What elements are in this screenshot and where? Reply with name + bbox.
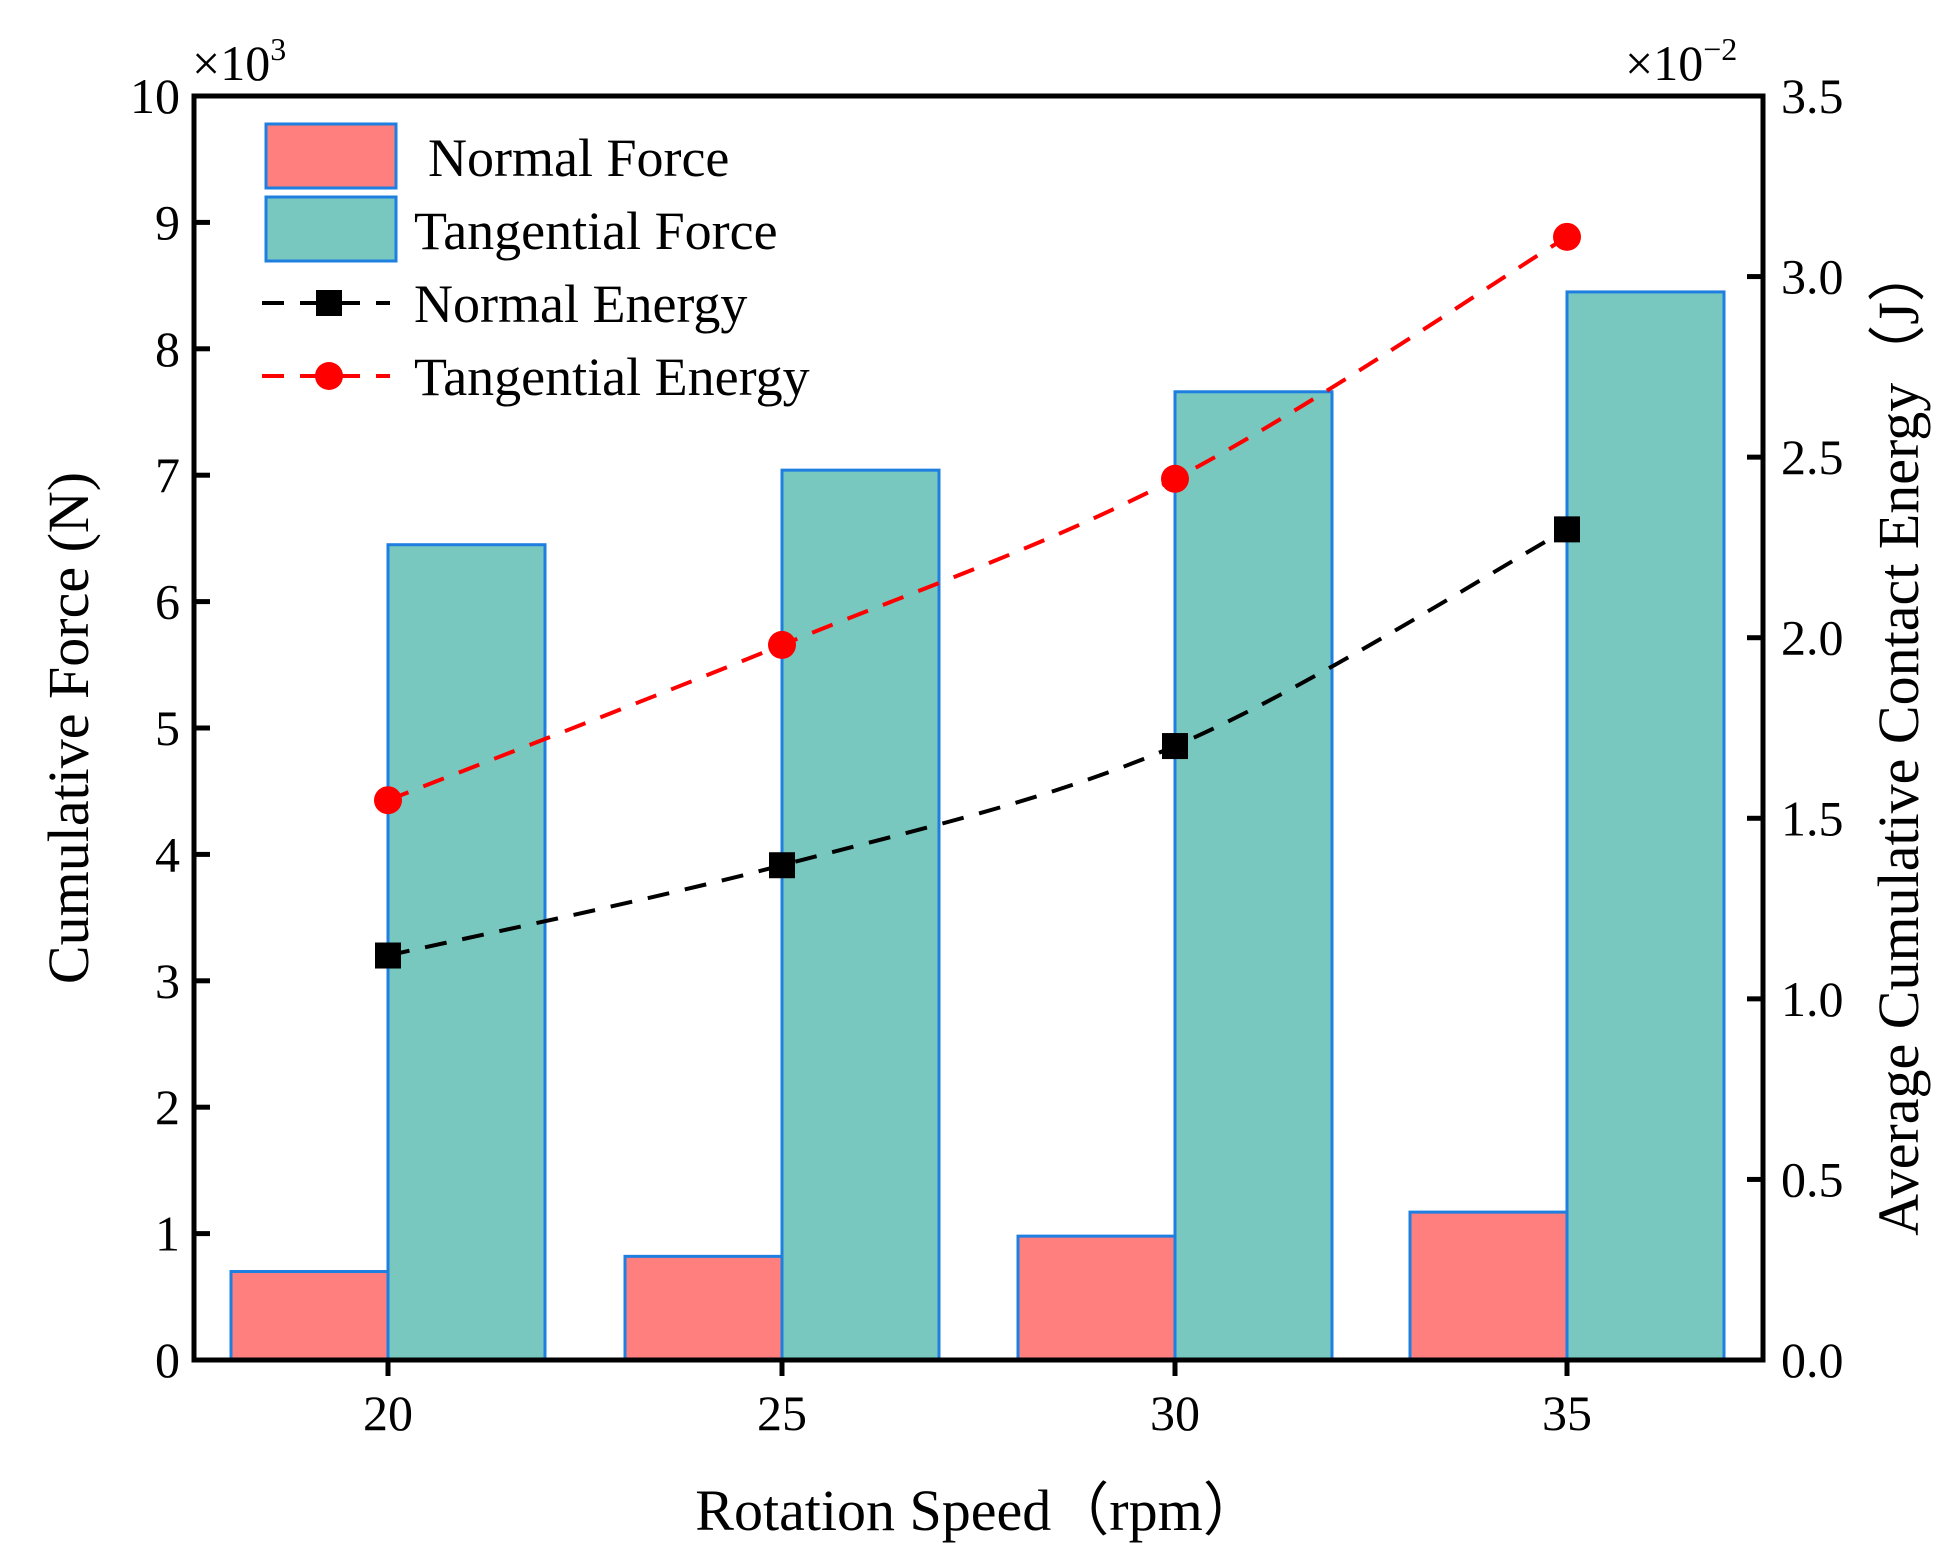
bar-tangential-force-30 <box>1173 390 1334 1362</box>
y2-tick-label: 1.0 <box>1781 971 1844 1027</box>
x-tick-label: 30 <box>1150 1385 1200 1441</box>
y2-tick-label: 0.0 <box>1781 1332 1844 1388</box>
bar-normal-force-25 <box>623 1254 784 1362</box>
point-normal-energy-30 <box>1162 733 1188 760</box>
y2-axis-label: Average Cumulative Contact Energy（J） <box>1866 244 1931 1236</box>
y-tick-label: 1 <box>155 1206 180 1262</box>
y2-tick-label: 3.0 <box>1781 249 1844 305</box>
y2-tick-label: 1.5 <box>1781 790 1844 846</box>
y-tick-label: 4 <box>155 826 180 882</box>
point-tangential-energy-20 <box>374 786 402 815</box>
legend-marker-normal-energy <box>316 290 342 316</box>
y2-tick-label: 2.0 <box>1781 610 1844 666</box>
bar-tangential-force-20 <box>386 543 547 1362</box>
line-tangential-energy <box>387 235 1569 803</box>
legend: Normal Force Tangential Force Normal Ene… <box>262 122 810 407</box>
y-tick-label: 2 <box>155 1079 180 1135</box>
y-tick-label: 10 <box>130 68 180 124</box>
point-tangential-energy-30 <box>1161 464 1189 493</box>
y-multiplier: ×103 <box>192 31 286 91</box>
bar-normal-force-35 <box>1408 1210 1569 1362</box>
x-tick-label: 35 <box>1542 1385 1592 1441</box>
legend-label-normal-force: Normal Force <box>428 128 729 188</box>
y-tick-label: 3 <box>155 953 180 1009</box>
y-tick-label: 6 <box>155 574 180 630</box>
y2-tick-label: 3.5 <box>1781 68 1844 124</box>
x-axis-label: Rotation Speed（rpm） <box>695 1478 1260 1543</box>
legend-label-normal-energy: Normal Energy <box>414 274 747 334</box>
point-tangential-energy-35 <box>1553 222 1581 251</box>
legend-marker-tangential-energy <box>315 362 343 390</box>
legend-label-tangential-energy: Tangential Energy <box>414 347 810 407</box>
point-normal-energy-25 <box>769 852 795 879</box>
legend-swatch-normal-force <box>264 122 398 190</box>
point-tangential-energy-25 <box>768 630 796 659</box>
y2-tick-label: 2.5 <box>1781 429 1844 485</box>
y-tick-label: 5 <box>155 700 180 756</box>
x-tick-label: 25 <box>757 1385 807 1441</box>
line-normal-energy <box>387 527 1568 958</box>
legend-label-tangential-force: Tangential Force <box>414 201 778 261</box>
y2-multiplier: ×10−2 <box>1625 31 1737 91</box>
bar-tangential-force-25 <box>780 468 941 1362</box>
y-tick-label: 9 <box>155 194 180 250</box>
legend-swatch-tangential-force <box>264 195 398 263</box>
y2-tick-label: 0.5 <box>1781 1151 1844 1207</box>
y-tick-label: 0 <box>155 1332 180 1388</box>
y-axis-label: Cumulative Force (N) <box>36 472 101 984</box>
y-tick-label: 8 <box>155 321 180 377</box>
bar-normal-force-30 <box>1016 1234 1177 1362</box>
point-normal-energy-35 <box>1554 516 1580 543</box>
point-normal-energy-20 <box>375 942 401 969</box>
bar-tangential-force-35 <box>1565 290 1726 1362</box>
bar-normal-force-20 <box>229 1270 390 1362</box>
y-tick-label: 7 <box>155 447 180 503</box>
x-tick-label: 20 <box>363 1385 413 1441</box>
